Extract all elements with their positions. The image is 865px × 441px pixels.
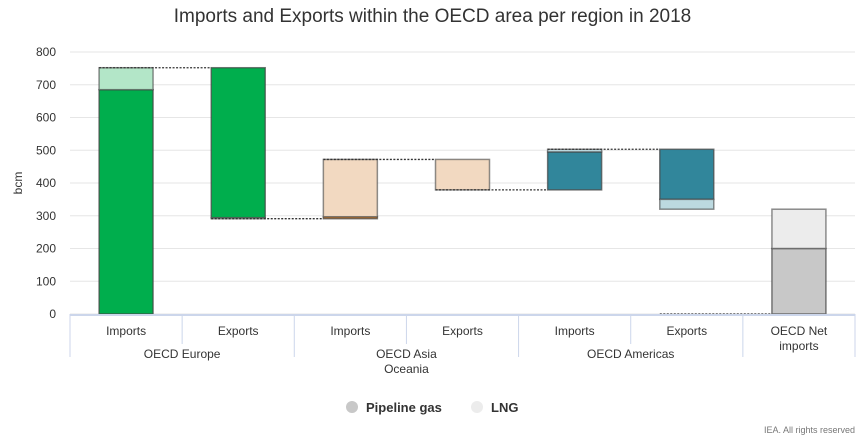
y-axis-label: bcm xyxy=(11,172,25,195)
bar-lng xyxy=(659,198,715,210)
x-tick-label: Imports xyxy=(555,324,595,338)
y-tick-label: 100 xyxy=(36,274,56,288)
group-label-line2: Oceania xyxy=(384,362,429,376)
group-label: OECD Asia xyxy=(376,347,437,361)
bar-pipeline xyxy=(98,88,154,315)
x-tick-label: Exports xyxy=(666,324,707,338)
y-tick-label: 0 xyxy=(49,307,56,321)
bar-lng xyxy=(98,66,154,91)
x-tick-label: Exports xyxy=(442,324,483,338)
group-label: OECD Americas xyxy=(587,347,674,361)
x-tick-label: Imports xyxy=(106,324,146,338)
bar-lng xyxy=(546,148,603,153)
chart-title: Imports and Exports within the OECD area… xyxy=(173,6,692,27)
y-tick-label: 800 xyxy=(36,45,56,59)
y-tick-label: 200 xyxy=(36,242,56,256)
credit: IEA. All rights reserved xyxy=(763,425,855,435)
bar-pipeline xyxy=(210,66,266,219)
bar-pipeline xyxy=(546,151,603,191)
legend-lng-marker xyxy=(471,401,483,413)
bar-lng xyxy=(322,158,379,218)
y-tick-label: 500 xyxy=(36,143,56,157)
legend-lng-label: LNG xyxy=(491,400,518,415)
y-tick-label: 400 xyxy=(36,176,56,190)
x-tick-label: OECD Net xyxy=(771,324,828,338)
bar-pipeline xyxy=(659,148,715,201)
y-tick-label: 300 xyxy=(36,209,56,223)
y-tick-label: 600 xyxy=(36,111,56,125)
legend-pipeline-marker xyxy=(346,401,358,413)
bar-lng xyxy=(771,208,827,250)
x-tick-label: Imports xyxy=(330,324,370,338)
bar-pipeline xyxy=(771,247,827,315)
x-tick-label-line2: imports xyxy=(779,339,818,353)
group-label: OECD Europe xyxy=(144,347,221,361)
bar-lng xyxy=(434,158,491,191)
legend-pipeline-label: Pipeline gas xyxy=(366,400,442,415)
y-tick-label: 700 xyxy=(36,78,56,92)
x-tick-label: Exports xyxy=(218,324,259,338)
